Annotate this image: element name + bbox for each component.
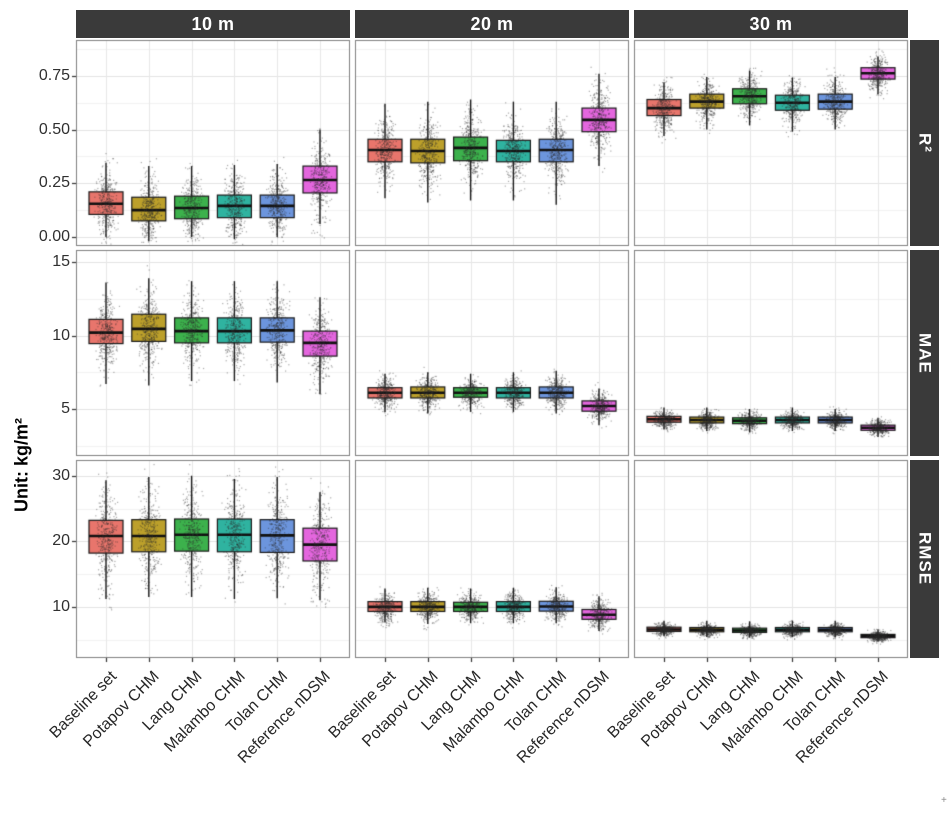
y-tick-label: 15 <box>52 253 70 271</box>
y-tick-label: 10 <box>52 326 70 344</box>
y-tick-label: 10 <box>52 597 70 615</box>
corner-mark: + <box>941 795 947 806</box>
y-axis-title: Unit: kg/m² <box>11 418 32 512</box>
y-tick-label: 0.25 <box>38 174 70 192</box>
y-tick-label: 20 <box>52 532 70 550</box>
facet-row-strip-1: MAE <box>910 250 939 456</box>
y-tick-label: 30 <box>52 466 70 484</box>
facet-col-strip-0: 10 m <box>76 10 350 38</box>
facet-row-strip-2: RMSE <box>910 460 939 658</box>
y-tick-label: 0.75 <box>38 66 70 84</box>
facet-col-strip-2: 30 m <box>634 10 908 38</box>
facet-row-strip-0: R² <box>910 40 939 246</box>
y-tick-label: 0.50 <box>38 120 70 138</box>
y-tick-label: 5 <box>61 399 70 417</box>
facet-col-strip-1: 20 m <box>355 10 629 38</box>
y-tick-label: 0.00 <box>38 227 70 245</box>
